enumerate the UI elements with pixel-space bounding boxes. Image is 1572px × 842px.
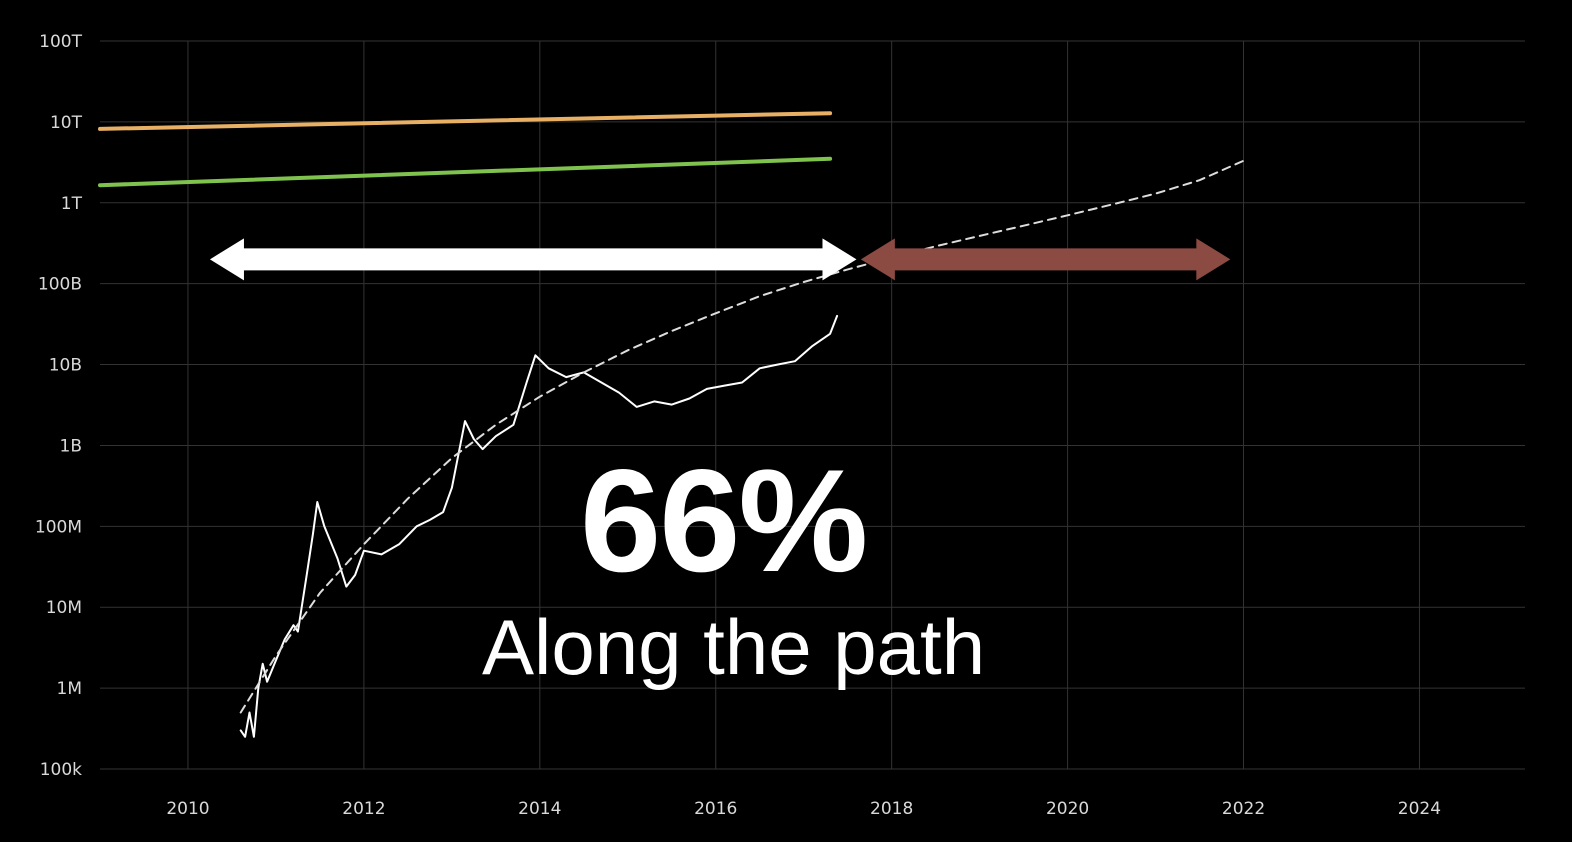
y-tick-label: 10M: [46, 598, 82, 618]
y-tick-label: 1M: [57, 679, 82, 699]
past-range-arrow: [209, 238, 857, 281]
y-tick-label: 10T: [50, 113, 83, 133]
series: [98, 111, 1245, 738]
x-tick-label: 2024: [1398, 799, 1441, 819]
y-tick-label: 1B: [60, 436, 82, 456]
y-tick-label: 1T: [61, 194, 83, 214]
x-tick-label: 2014: [518, 799, 561, 819]
grid: [100, 40, 1525, 770]
y-tick-label: 10B: [49, 356, 82, 376]
y-tick-label: 100M: [35, 517, 82, 537]
range-arrows: [209, 238, 1231, 281]
green-series-line: [98, 156, 833, 188]
price-series-line: [239, 314, 839, 738]
percent-headline: 66%: [580, 439, 868, 602]
future-range-arrow: [860, 238, 1231, 281]
x-tick-label: 2012: [342, 799, 385, 819]
y-axis-ticks: 100k 1M 10M 100M 1B 10B 100B 1T 10T 100T: [35, 32, 83, 780]
x-tick-label: 2022: [1222, 799, 1265, 819]
x-tick-label: 2010: [166, 799, 209, 819]
y-tick-label: 100B: [38, 275, 82, 295]
x-tick-label: 2020: [1046, 799, 1089, 819]
trend-series-line: [239, 159, 1245, 714]
orange-series-line: [98, 111, 833, 131]
x-tick-label: 2018: [870, 799, 913, 819]
y-tick-label: 100T: [39, 32, 82, 52]
path-caption: Along the path: [482, 603, 986, 691]
x-axis-ticks: 2010 2012 2014 2016 2018 2020 2022 2024: [166, 799, 1441, 819]
y-tick-label: 100k: [40, 760, 82, 780]
x-tick-label: 2016: [694, 799, 737, 819]
